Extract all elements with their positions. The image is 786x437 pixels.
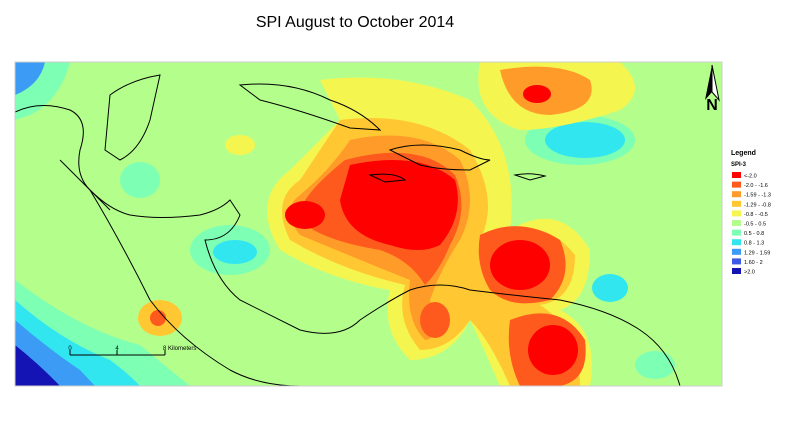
legend-swatch: [732, 248, 741, 255]
legend-label: -1.29 - -0.8: [744, 202, 771, 208]
legend-swatch: [732, 268, 741, 274]
legend-label: 1.29 - 1.59: [744, 250, 770, 256]
legend-title: Legend: [731, 150, 756, 157]
legend: Legend SPI-3 <-2.0 -2.0 - -1.6 -1.59 - -1.…: [731, 150, 771, 276]
legend-swatch: [732, 191, 741, 198]
legend-swatch: [732, 229, 741, 236]
scale-label: 8 Kilometers: [163, 346, 196, 352]
legend-label: -2.0 - -1.6: [744, 183, 768, 189]
legend-subtitle: SPI-3: [731, 162, 747, 168]
legend-label: <-2.0: [744, 174, 757, 180]
legend-label: 1.60 - 2: [744, 260, 763, 266]
legend-swatch: [732, 200, 741, 207]
scale-label: 4: [115, 346, 119, 352]
north-arrow: N: [705, 64, 720, 114]
scale-label: 0: [68, 346, 72, 352]
legend-swatch: [732, 172, 741, 178]
spi-surface: [15, 62, 722, 386]
legend-label: -1.59 - -1.3: [744, 193, 771, 199]
legend-swatch: [732, 239, 741, 246]
north-label: N: [706, 97, 718, 114]
scale-bar: 0 4 8 Kilometers: [68, 346, 196, 356]
legend-swatch: [732, 181, 741, 188]
legend-label: -0.8 - -0.5: [744, 212, 768, 218]
legend-swatch: [732, 210, 741, 217]
legend-swatch: [732, 220, 741, 226]
map-title: SPI August to October 2014: [256, 14, 454, 31]
legend-label: >2.0: [744, 270, 755, 276]
legend-swatch: [732, 258, 741, 265]
legend-label: -0.5 - 0.5: [744, 222, 766, 228]
legend-label: 0.5 - 0.8: [744, 231, 764, 237]
legend-label: 0.8 - 1.3: [744, 241, 764, 247]
map-frame: [14, 61, 723, 387]
